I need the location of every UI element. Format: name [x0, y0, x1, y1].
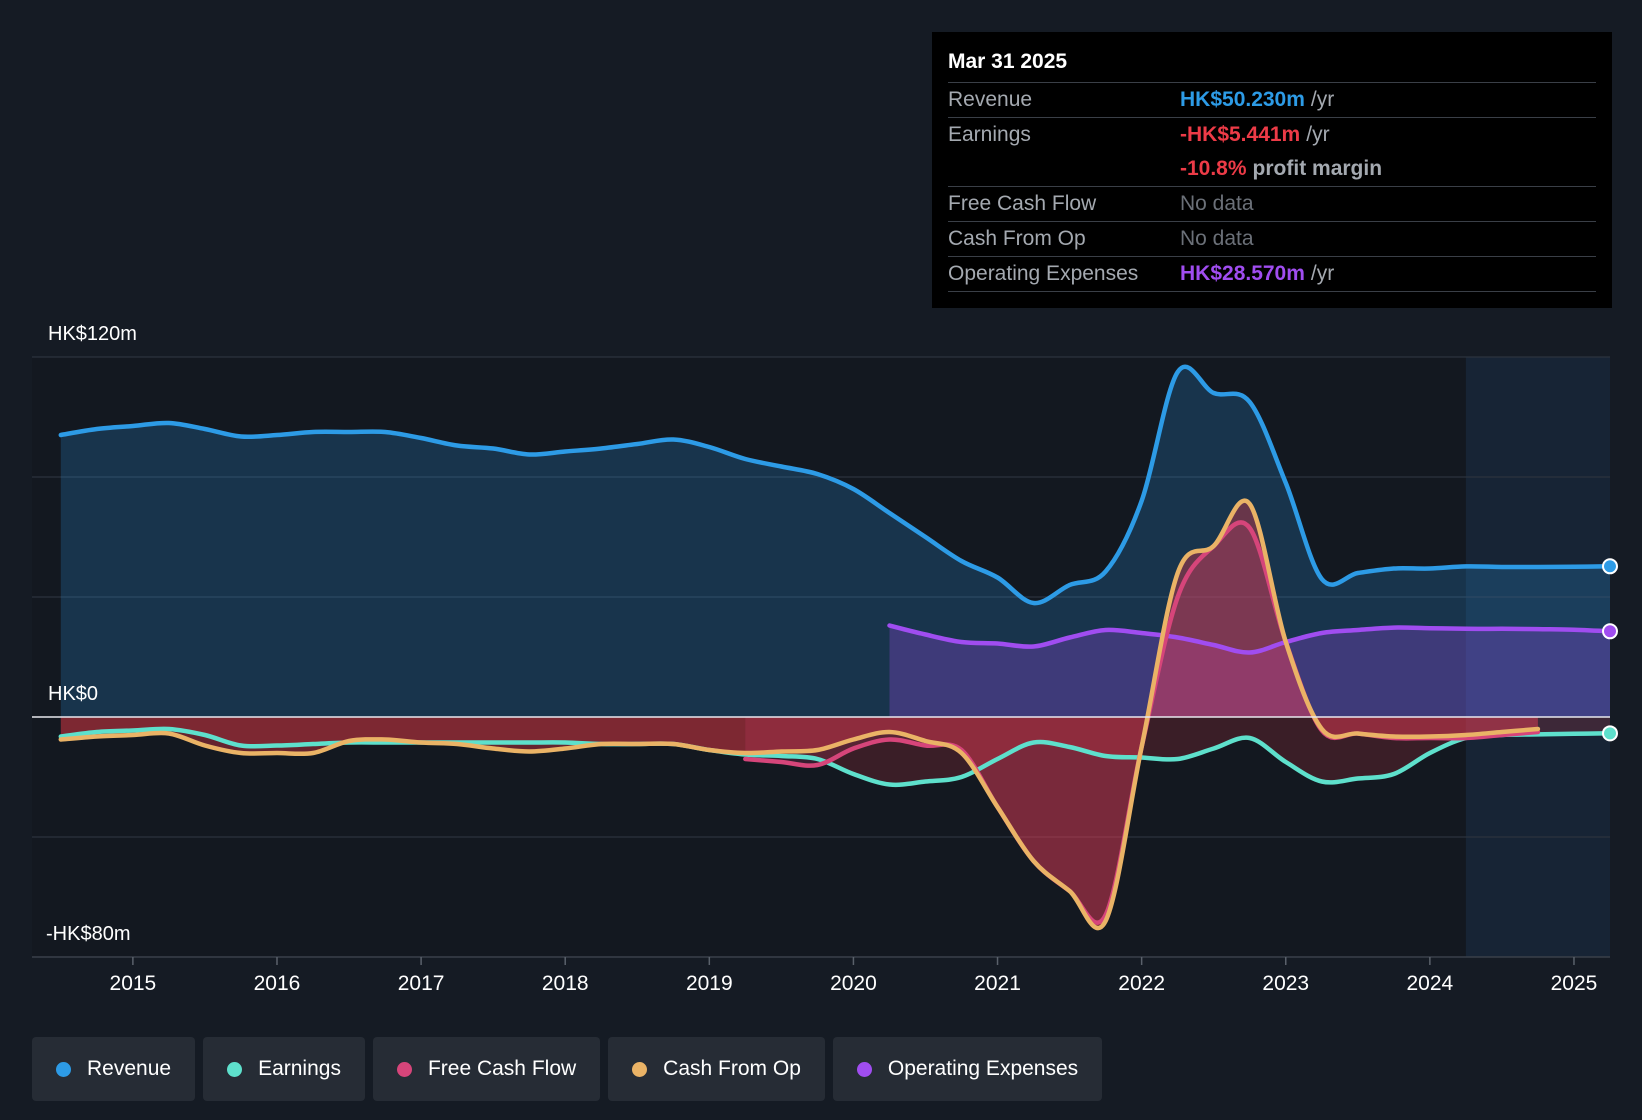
operating-expenses-area: [889, 625, 1610, 717]
operating-expenses-endpoint-marker[interactable]: [1602, 623, 1618, 640]
tooltip-row-revenue: Revenue HK$50.230m /yr: [948, 82, 1596, 117]
tooltip-label: Cash From Op: [948, 227, 1086, 250]
tooltip-label: Free Cash Flow: [948, 192, 1097, 215]
revenue-dot-icon: [56, 1061, 71, 1077]
tooltip-unit: /yr: [1306, 123, 1330, 146]
legend-item-earnings[interactable]: Earnings: [203, 1037, 365, 1101]
chart-legend: Revenue Earnings Free Cash Flow Cash Fro…: [32, 1037, 1103, 1101]
legend-item-revenue[interactable]: Revenue: [32, 1037, 196, 1101]
tooltip-row-free-cash-flow: Free Cash Flow No data: [948, 186, 1596, 221]
tooltip-value-revenue: HK$50.230m: [1180, 88, 1305, 111]
series-lines: [58, 364, 1613, 931]
x-tick-label: 2021: [974, 972, 1021, 995]
tooltip-row-earnings: Earnings -HK$5.441m /yr: [948, 117, 1596, 152]
earnings-endpoint-marker[interactable]: [1602, 725, 1618, 742]
tooltip-unit: /yr: [1310, 262, 1335, 285]
free-cash-flow-dot-icon: [396, 1061, 412, 1077]
tooltip-unit: profit margin: [1252, 157, 1383, 180]
tooltip-value-operating-expenses: HK$28.570m: [1180, 262, 1305, 285]
legend-label: Operating Expenses: [887, 1057, 1079, 1080]
tooltip-date: Mar 31 2025: [948, 50, 1068, 73]
operating-expenses-dot-icon: [856, 1061, 872, 1077]
legend-item-operating-expenses[interactable]: Operating Expenses: [832, 1037, 1103, 1101]
tooltip-value-free-cash-flow: No data: [1180, 192, 1254, 215]
tooltip-row-cash-from-op: Cash From Op No data: [948, 221, 1596, 256]
tooltip-label: Earnings: [948, 123, 1031, 146]
cash-from-op-dot-icon: [632, 1061, 648, 1077]
revenue-area: [60, 366, 1610, 717]
revenue-line: [58, 364, 1613, 606]
y-axis-bottom-label: -HK$80m: [46, 923, 130, 945]
tooltip-row-profit-margin: -10.8% profit margin: [948, 152, 1596, 186]
cash-from-op-line: [58, 498, 1541, 931]
y-axis-top-label: HK$120m: [48, 323, 137, 345]
legend-label: Earnings: [258, 1057, 341, 1080]
plot-background: [32, 357, 1610, 957]
y-axis-zero-label: HK$0: [48, 683, 98, 705]
x-axis-ticks: 2015 2016 2017 2018 2019 2020 2021 2022 2023 2024…: [110, 957, 1598, 995]
x-tick-label: 2019: [686, 972, 733, 995]
gridlines: [32, 356, 1610, 838]
x-tick-label: 2023: [1262, 972, 1309, 995]
x-tick-label: 2024: [1407, 972, 1454, 995]
tooltip-unit: /yr: [1310, 88, 1335, 111]
tooltip-label: Operating Expenses: [948, 262, 1139, 285]
x-tick-label: 2016: [254, 972, 301, 995]
series-endpoints: [1602, 558, 1618, 742]
x-tick-label: 2022: [1118, 972, 1165, 995]
legend-item-cash-from-op[interactable]: Cash From Op: [608, 1037, 825, 1101]
legend-label: Revenue: [87, 1057, 172, 1080]
earnings-area: [60, 717, 1610, 785]
data-tooltip: Mar 31 2025 Revenue HK$50.230m /yr Earni…: [932, 32, 1612, 308]
earnings-dot-icon: [227, 1061, 243, 1077]
legend-label: Cash From Op: [663, 1057, 801, 1080]
x-tick-label: 2017: [398, 972, 445, 995]
operating-expenses-line: [887, 623, 1613, 655]
x-tick-label: 2015: [110, 972, 157, 995]
tooltip-value-earnings: -HK$5.441m: [1180, 123, 1301, 146]
revenue-endpoint-marker[interactable]: [1602, 558, 1618, 575]
earnings-line: [58, 726, 1613, 788]
x-tick-label: 2018: [542, 972, 589, 995]
legend-label: Free Cash Flow: [427, 1057, 577, 1080]
free-cash-flow-area: [745, 522, 1538, 923]
x-tick-label: 2025: [1551, 972, 1598, 995]
tooltip-value-profit-margin: -10.8%: [1180, 157, 1247, 180]
tooltip-value-cash-from-op: No data: [1180, 227, 1254, 250]
tooltip-row-operating-expenses: Operating Expenses HK$28.570m /yr: [948, 256, 1596, 292]
legend-item-free-cash-flow[interactable]: Free Cash Flow: [372, 1037, 601, 1101]
tooltip-label: Revenue: [948, 88, 1033, 111]
recent-period-shade: [1465, 357, 1610, 957]
x-tick-label: 2020: [830, 972, 877, 995]
